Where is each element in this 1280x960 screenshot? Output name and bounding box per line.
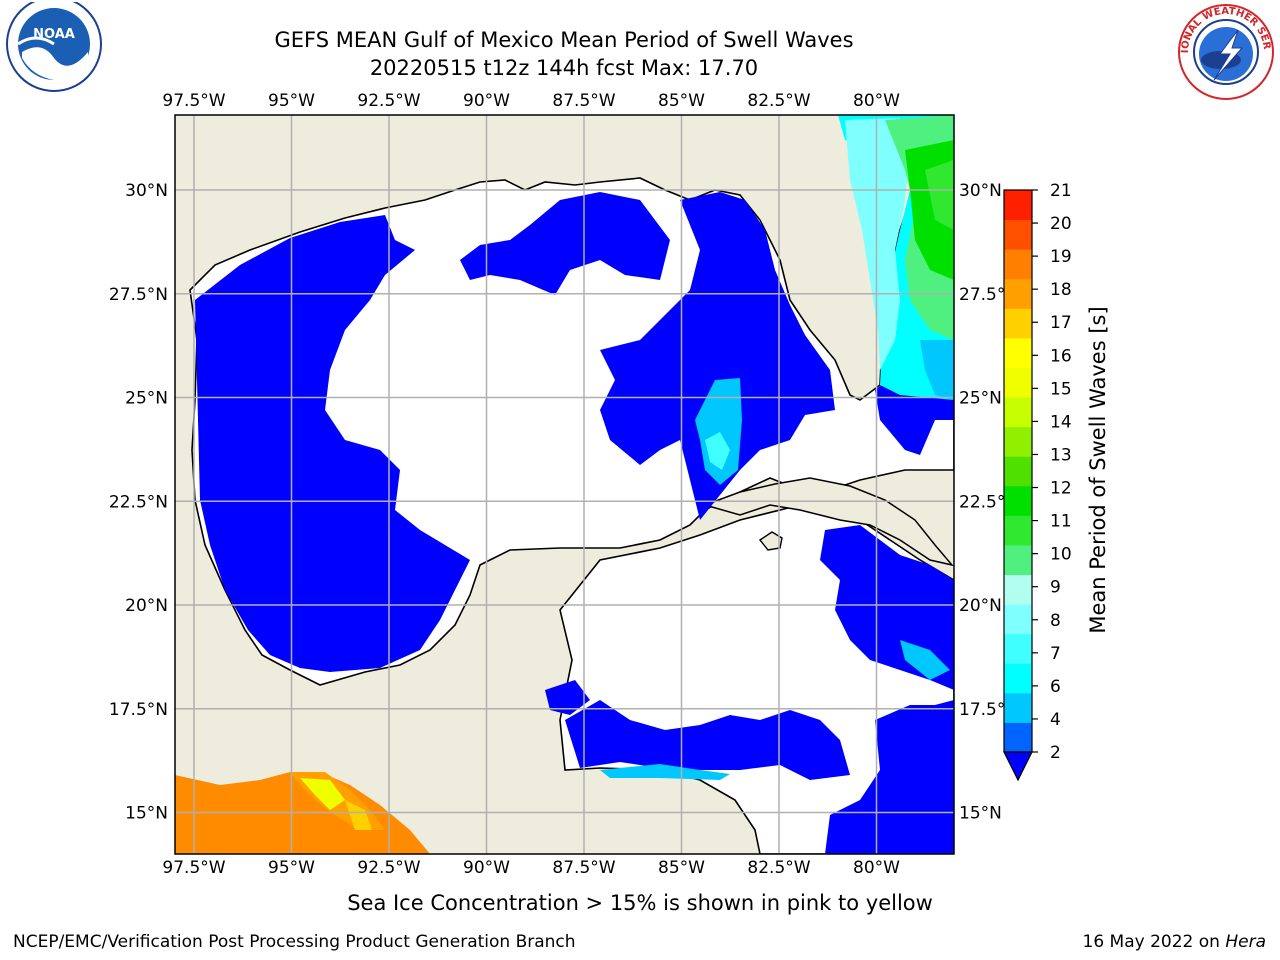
colorbar-swatch — [1004, 219, 1032, 250]
footer-credit: NCEP/EMC/Verification Post Processing Pr… — [13, 932, 576, 952]
colorbar-swatch — [1004, 456, 1032, 487]
isla-juventud — [758, 531, 783, 551]
colorbar-swatch — [1004, 190, 1032, 221]
swell-shading-blue — [195, 192, 954, 854]
nws-logo: NATIONAL WEATHER SERVICE — [1172, 0, 1278, 104]
lat-label-right: 20°N — [959, 596, 1002, 616]
colorbar-swatch — [1004, 604, 1032, 635]
colorbar-tick-label: 19 — [1050, 247, 1072, 267]
colorbar-tick-label: 13 — [1050, 445, 1072, 465]
colorbar-tick-label: 16 — [1050, 346, 1072, 366]
lon-label-bottom: 95°W — [268, 858, 315, 878]
colorbar-tick-label: 20 — [1050, 214, 1072, 234]
lon-label-top: 92.5°W — [357, 91, 420, 111]
lat-label-left: 27.5°N — [109, 285, 168, 305]
lon-label-top: 97.5°W — [162, 91, 225, 111]
colorbar-tick-label: 18 — [1050, 280, 1072, 300]
lat-label-left: 20°N — [125, 596, 168, 616]
lat-label-right: 27.5°N — [959, 285, 1018, 305]
colorbar-tick-label: 14 — [1050, 412, 1072, 432]
lat-label-left: 17.5°N — [109, 700, 168, 720]
noaa-logo-text: NOAA — [33, 27, 75, 42]
colorbar-under-triangle — [1003, 751, 1033, 782]
lat-label-left: 15°N — [125, 804, 168, 824]
lat-labels-left: 30°N 27.5°N 25°N 22.5°N 20°N 17.5°N 15°N — [109, 181, 168, 824]
colorbar-swatch — [1004, 633, 1032, 664]
colorbar-label: Mean Period of Swell Waves [s] — [1086, 306, 1110, 634]
colorbar-swatch — [1004, 397, 1032, 428]
colorbar-swatch — [1004, 485, 1032, 516]
colorbar-tick-label: 12 — [1050, 479, 1072, 499]
colorbar-tick-label: 8 — [1050, 611, 1061, 631]
noaa-logo: NOAA — [2, 0, 102, 102]
lat-label-left: 25°N — [125, 389, 168, 409]
lon-label-top: 85°W — [658, 91, 705, 111]
colorbar-swatch — [1004, 722, 1032, 753]
lon-label-top: 87.5°W — [552, 91, 615, 111]
lon-label-bottom: 87.5°W — [552, 858, 615, 878]
caption: Sea Ice Concentration > 15% is shown in … — [347, 891, 933, 915]
lat-label-right: 30°N — [959, 181, 1002, 201]
colorbar-ticks: 2 4 6 7 8 9 10 11 12 13 14 15 16 17 18 19 20 21 — [1032, 181, 1072, 763]
lat-label-right: 15°N — [959, 804, 1002, 824]
colorbar-swatch — [1004, 663, 1032, 694]
lat-label-right: 25°N — [959, 389, 1002, 409]
colorbar-swatch — [1004, 426, 1032, 457]
lon-label-top: 95°W — [268, 91, 315, 111]
lat-labels-right: 30°N 27.5°N 25°N 22.5°N 20°N 17.5°N 15°N — [959, 181, 1018, 824]
colorbar-tick-label: 2 — [1050, 743, 1061, 763]
lon-label-bottom: 92.5°W — [357, 858, 420, 878]
lon-label-bottom: 80°W — [853, 858, 900, 878]
colorbar-tick-label: 7 — [1050, 644, 1061, 664]
colorbar-swatch — [1004, 515, 1032, 546]
lon-label-top: 82.5°W — [747, 91, 810, 111]
colorbar-tick-label: 10 — [1050, 545, 1072, 565]
lon-labels-bottom: 97.5°W 95°W 92.5°W 90°W 87.5°W 85°W 82.5°W 80°W — [162, 858, 900, 878]
swell-shading-cyan — [600, 378, 950, 780]
chart-subtitle: 20220515 t12z 144h fcst Max: 17.70 — [369, 56, 759, 80]
colorbar-swatch — [1004, 367, 1032, 398]
swell-shading-atlantic — [838, 115, 954, 400]
map-frame — [174, 114, 955, 855]
colorbar — [1003, 189, 1033, 782]
lon-label-bottom: 82.5°W — [747, 858, 810, 878]
colorbar-swatch — [1004, 337, 1032, 368]
lon-label-top: 80°W — [853, 91, 900, 111]
chart-title: GEFS MEAN Gulf of Mexico Mean Period of … — [274, 28, 854, 52]
lon-label-bottom: 85°W — [658, 858, 705, 878]
colorbar-swatch — [1004, 278, 1032, 309]
lon-label-bottom: 90°W — [463, 858, 510, 878]
colorbar-tick-label: 4 — [1050, 710, 1061, 730]
colorbar-swatch — [1004, 249, 1032, 280]
colorbar-tick-label: 17 — [1050, 313, 1072, 333]
footer-machine: Hera — [1225, 932, 1266, 952]
footer-date: 16 May 2022 on Hera — [1082, 932, 1267, 952]
colorbar-tick-label: 9 — [1050, 578, 1061, 598]
colorbar-frame — [1003, 189, 1033, 753]
colorbar-swatch — [1004, 544, 1032, 576]
lon-labels-top: 97.5°W 95°W 92.5°W 90°W 87.5°W 85°W 82.5°W 80°W — [162, 91, 900, 111]
colorbar-swatch — [1004, 308, 1032, 339]
colorbar-swatch — [1004, 692, 1032, 723]
lat-label-right: 17.5°N — [959, 700, 1018, 720]
lat-label-left: 22.5°N — [109, 492, 168, 512]
cuba-island — [702, 477, 954, 567]
lat-label-left: 30°N — [125, 181, 168, 201]
colorbar-tick-label: 15 — [1050, 379, 1072, 399]
colorbar-tick-label: 11 — [1050, 512, 1072, 532]
colorbar-tick-label: 6 — [1050, 677, 1061, 697]
lat-label-right: 22.5°N — [959, 492, 1018, 512]
colorbar-swatch — [1004, 574, 1032, 605]
map-area — [175, 115, 954, 854]
colorbar-tick-label: 21 — [1050, 181, 1072, 201]
lon-label-top: 90°W — [463, 91, 510, 111]
map-gridlines — [175, 115, 954, 854]
lon-label-bottom: 97.5°W — [162, 858, 225, 878]
